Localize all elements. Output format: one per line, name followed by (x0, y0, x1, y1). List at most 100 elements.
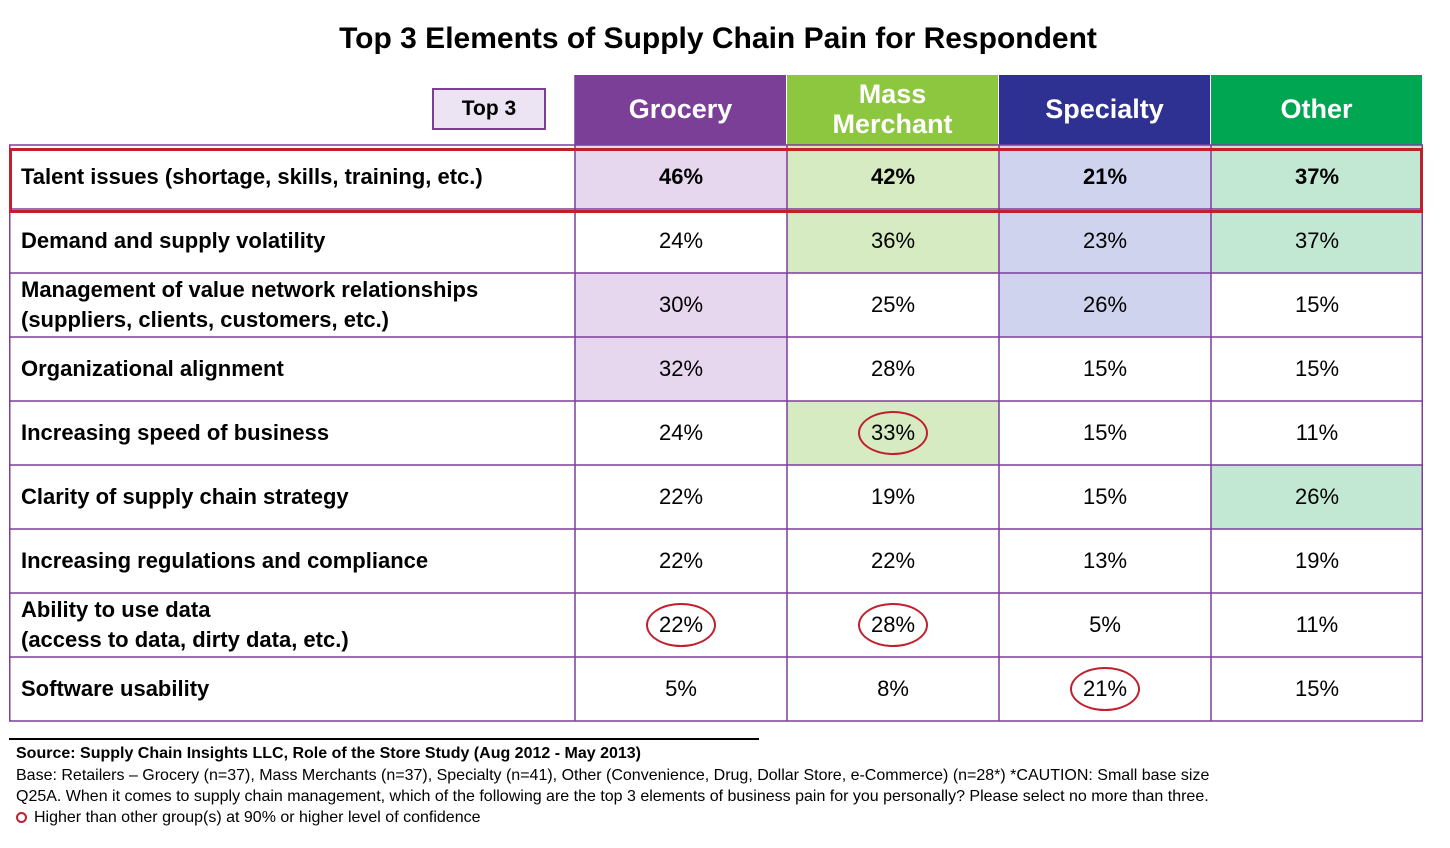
cell-value: 8% (877, 676, 909, 701)
cell-specialty: 5% (999, 593, 1211, 657)
table-row: Software usability 5% 8% 21% 15% (9, 657, 1423, 721)
cell-value: 26% (1082, 292, 1128, 317)
cell-value: 42% (870, 164, 916, 189)
cell-specialty: 23% (999, 209, 1211, 273)
cell-value: 11% (1295, 612, 1339, 637)
cell-value: 5% (1089, 612, 1121, 637)
cell-other: 26% (1211, 465, 1423, 529)
talent-row-highlight (9, 148, 1423, 213)
table-row: Organizational alignment 32% 28% 15% 15% (9, 337, 1423, 401)
footer-base: Base: Retailers – Grocery (n=37), Mass M… (16, 767, 1210, 784)
row-label: Organizational alignment (21, 356, 284, 382)
cell-mass-merchant: 36% (787, 209, 999, 273)
significance-circle (858, 411, 928, 455)
cell-value: 15% (1082, 356, 1128, 381)
cell-value: 15% (1294, 292, 1340, 317)
cell-value: 15% (1294, 356, 1340, 381)
cell-grocery: 5% (575, 657, 787, 721)
cell-value: 13% (1082, 548, 1128, 573)
cell-specialty: 15% (999, 337, 1211, 401)
table-row: Ability to use data (access to data, dirt… (9, 593, 1423, 657)
row-label: Increasing speed of business (21, 420, 330, 446)
cell-mass-merchant: 25% (787, 273, 999, 337)
table-row: Increasing regulations and compliance 22%… (9, 529, 1423, 593)
cell-specialty: 21% (999, 657, 1211, 721)
cell-mass-merchant: 33% (787, 401, 999, 465)
significance-circle (858, 603, 928, 647)
cell-value: 30% (658, 292, 704, 317)
cell-other: 11% (1211, 593, 1423, 657)
cell-value: 15% (1082, 420, 1128, 445)
cell-grocery: 32% (575, 337, 787, 401)
cell-specialty: 15% (999, 465, 1211, 529)
footer-legend: Higher than other group(s) at 90% or hig… (16, 809, 480, 827)
row-label: Demand and supply volatility (21, 228, 326, 254)
cell-mass-merchant: 28% (787, 593, 999, 657)
circle-legend-icon (16, 812, 27, 823)
cell-value: 22% (870, 548, 916, 573)
cell-grocery: 22% (575, 529, 787, 593)
cell-value: 25% (870, 292, 916, 317)
cell-value: 19% (870, 484, 916, 509)
cell-other: 37% (1211, 145, 1423, 209)
cell-value: 46% (658, 164, 704, 189)
cell-value: 5% (665, 676, 697, 701)
cell-value: 37% (1294, 228, 1340, 253)
cell-specialty: 15% (999, 401, 1211, 465)
cell-grocery: 22% (575, 593, 787, 657)
column-header-specialty: Specialty (999, 75, 1211, 145)
cell-mass-merchant: 19% (787, 465, 999, 529)
cell-other: 15% (1211, 273, 1423, 337)
cell-grocery: 30% (575, 273, 787, 337)
cell-specialty: 21% (999, 145, 1211, 209)
cell-mass-merchant: 42% (787, 145, 999, 209)
cell-value: 28% (870, 356, 916, 381)
row-label: Clarity of supply chain strategy (21, 484, 349, 510)
cell-mass-merchant: 8% (787, 657, 999, 721)
cell-mass-merchant: 22% (787, 529, 999, 593)
top3-label: Top 3 (432, 88, 546, 130)
cell-value: 24% (658, 420, 704, 445)
cell-other: 15% (1211, 657, 1423, 721)
cell-other: 15% (1211, 337, 1423, 401)
cell-value: 37% (1294, 164, 1340, 189)
cell-specialty: 26% (999, 273, 1211, 337)
table-row: Demand and supply volatility 24% 36% 23% 37% (9, 209, 1423, 273)
table-row: Management of value network relationship… (9, 273, 1423, 337)
footer-rule (9, 738, 759, 740)
cell-other: 37% (1211, 209, 1423, 273)
row-label: Increasing regulations and compliance (21, 548, 429, 574)
column-header-grocery: Grocery (575, 75, 787, 145)
cell-value: 11% (1295, 420, 1339, 445)
cell-value: 22% (658, 548, 704, 573)
row-label: Management of value network relationship… (21, 277, 479, 332)
cell-value: 19% (1294, 548, 1340, 573)
cell-value: 15% (1294, 676, 1340, 701)
row-label: Talent issues (shortage, skills, trainin… (21, 164, 483, 190)
cell-value: 36% (870, 228, 916, 253)
column-header-mass-merchant: Mass Merchant (787, 75, 999, 145)
cell-value: 24% (658, 228, 704, 253)
cell-value: 32% (658, 356, 704, 381)
cell-grocery: 24% (575, 209, 787, 273)
footer-source: Source: Supply Chain Insights LLC, Role … (16, 745, 641, 762)
cell-mass-merchant: 28% (787, 337, 999, 401)
significance-circle (1070, 667, 1140, 711)
footer-legend-text: Higher than other group(s) at 90% or hig… (34, 809, 481, 826)
cell-grocery: 22% (575, 465, 787, 529)
table-row: Clarity of supply chain strategy 22% 19% 15… (9, 465, 1423, 529)
cell-other: 19% (1211, 529, 1423, 593)
row-label: Software usability (21, 676, 210, 702)
cell-value: 22% (658, 484, 704, 509)
footer-question: Q25A. When it comes to supply chain mana… (16, 788, 1209, 805)
cell-grocery: 46% (575, 145, 787, 209)
cell-value: 23% (1082, 228, 1128, 253)
cell-other: 11% (1211, 401, 1423, 465)
cell-value: 15% (1082, 484, 1128, 509)
row-label: Ability to use data (access to data, dirt… (21, 597, 349, 652)
significance-circle (646, 603, 716, 647)
chart-title: Top 3 Elements of Supply Chain Pain for … (339, 22, 1097, 55)
column-header-other: Other (1211, 75, 1423, 145)
cell-specialty: 13% (999, 529, 1211, 593)
cell-grocery: 24% (575, 401, 787, 465)
